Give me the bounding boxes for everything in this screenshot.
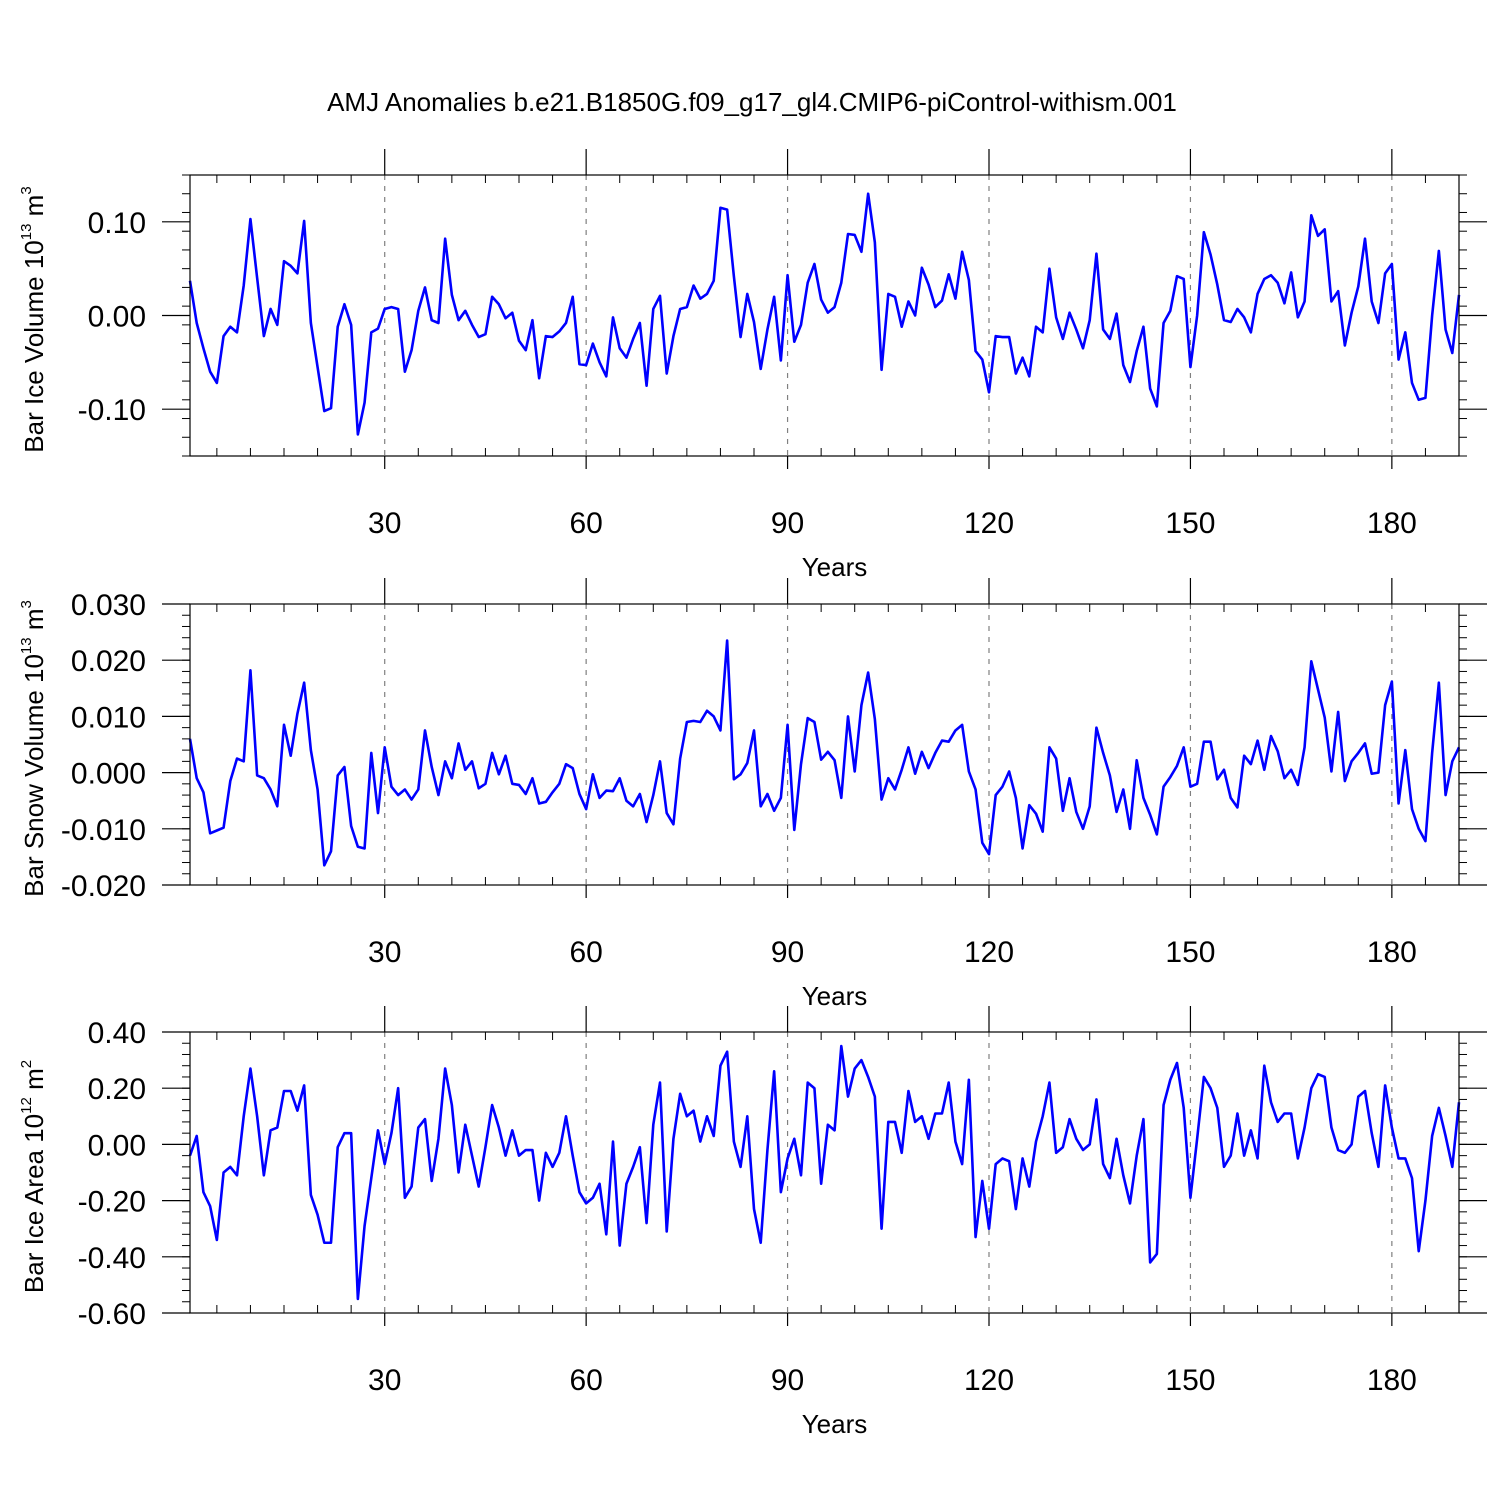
y-tick-label: 0.00: [88, 301, 146, 334]
y-tick-label: 0.00: [88, 1129, 146, 1162]
y-label-unit-exponent: 3: [18, 600, 35, 608]
y-label-unit: m: [19, 1068, 49, 1097]
y-label-unit-exponent: 2: [18, 1060, 35, 1068]
x-tick-label: 180: [1367, 507, 1417, 540]
y-tick-label: 0.20: [88, 1073, 146, 1106]
plot-frame: [189, 603, 1460, 886]
x-tick-label: 90: [771, 936, 804, 969]
y-label-main: Bar Ice Volume 10: [19, 240, 49, 452]
y-tick-label: 0.40: [88, 1017, 146, 1050]
x-tick-label: 150: [1165, 936, 1215, 969]
x-tick-label: 180: [1367, 1364, 1417, 1397]
y-tick-label: 0.020: [71, 645, 146, 678]
x-tick-label: 120: [964, 507, 1014, 540]
x-tick-label: 90: [771, 507, 804, 540]
x-tick-label: 150: [1165, 1364, 1215, 1397]
y-label-unit: m: [19, 608, 49, 637]
y-tick-label: -0.010: [61, 814, 146, 847]
y-tick-label: -0.020: [61, 870, 146, 903]
series-line-ice-area: [188, 1044, 1461, 1301]
panels: 30 60 90 120 150 180 -0.10 0.00 0.10 Years Bar Ice…: [18, 149, 1487, 1439]
y-label-unit: m: [19, 195, 49, 224]
y-tick-label: -0.20: [78, 1186, 146, 1219]
y-label-main: Bar Snow Volume 10: [19, 654, 49, 897]
x-axis-label: Years: [802, 981, 868, 1011]
x-tick-label: 150: [1165, 507, 1215, 540]
y-tick-label: -0.10: [78, 394, 146, 427]
chart-title: AMJ Anomalies b.e21.B1850G.f09_g17_gl4.C…: [327, 87, 1177, 117]
series-line-snow-volume: [188, 639, 1461, 867]
panel-ice-volume: 30 60 90 120 150 180 -0.10 0.00 0.10 Years Bar Ice…: [18, 149, 1487, 582]
y-label-unit-exponent: 3: [18, 186, 35, 194]
x-tick-label: 120: [964, 1364, 1014, 1397]
x-tick-label: 30: [368, 507, 401, 540]
y-axis-label: Bar Ice Volume 1013 m3: [18, 186, 49, 452]
y-tick-label: -0.60: [78, 1298, 146, 1331]
panel-snow-volume: 30 60 90 120 150 180 -0.020 -0.010 0.000 0.010 0.0…: [18, 578, 1487, 1011]
y-tick-label: 0.010: [71, 701, 146, 734]
y-tick-label: 0.000: [71, 758, 146, 791]
x-tick-label: 60: [569, 936, 602, 969]
x-axis-label: Years: [802, 552, 868, 582]
y-label-exponent: 12: [18, 1097, 35, 1114]
x-tick-label: 180: [1367, 936, 1417, 969]
x-tick-label: 90: [771, 1364, 804, 1397]
y-tick-label: 0.10: [88, 207, 146, 240]
x-axis-label: Years: [802, 1409, 868, 1439]
x-tick-label: 30: [368, 936, 401, 969]
x-tick-label: 120: [964, 936, 1014, 969]
plot-frame: [189, 174, 1460, 457]
panel-ice-area: 30 60 90 120 150 180 -0.60 -0.40 -0.20 0.00 0.20 0.…: [18, 1006, 1487, 1439]
y-axis-label: Bar Ice Area 1012 m2: [18, 1060, 49, 1293]
series-line-ice-volume: [188, 192, 1461, 436]
x-tick-label: 60: [569, 507, 602, 540]
y-axis-label: Bar Snow Volume 1013 m3: [18, 600, 49, 897]
x-tick-label: 60: [569, 1364, 602, 1397]
plot-frame: [189, 1031, 1460, 1314]
x-tick-label: 30: [368, 1364, 401, 1397]
y-tick-label: 0.030: [71, 589, 146, 622]
y-label-exponent: 13: [18, 224, 35, 241]
y-label-exponent: 13: [18, 637, 35, 654]
y-tick-label: -0.40: [78, 1242, 146, 1275]
y-label-main: Bar Ice Area 10: [19, 1114, 49, 1293]
